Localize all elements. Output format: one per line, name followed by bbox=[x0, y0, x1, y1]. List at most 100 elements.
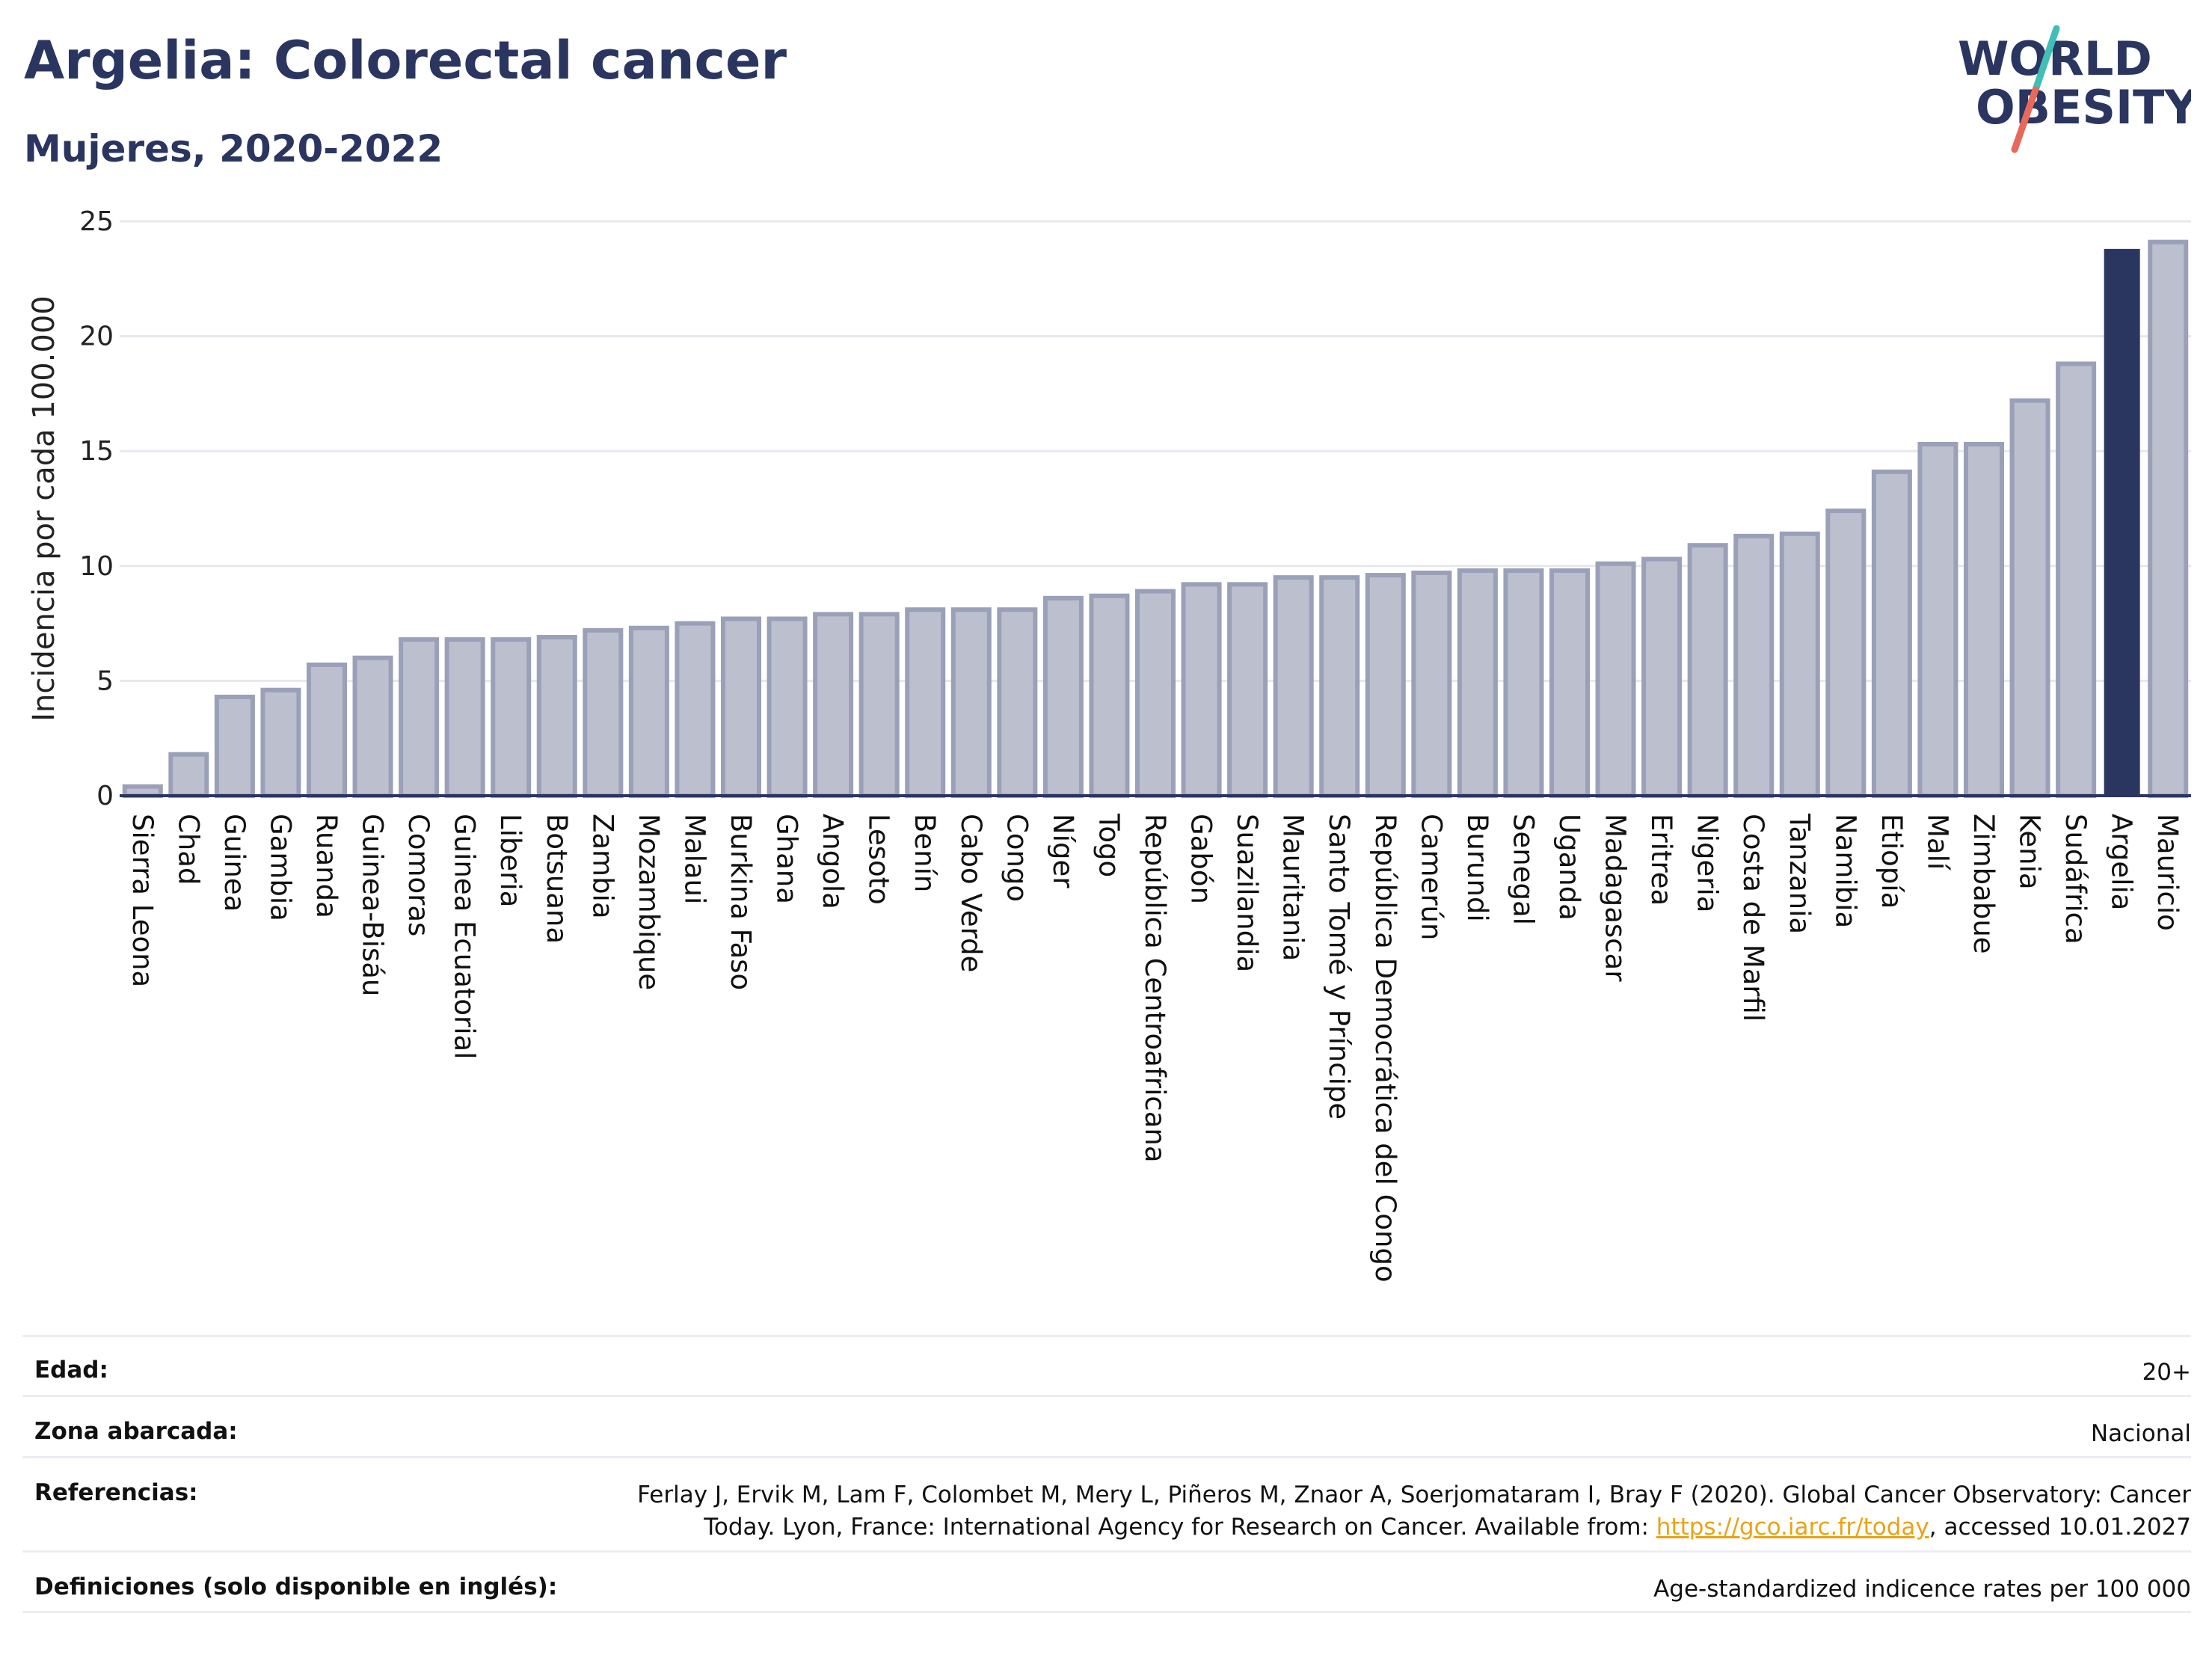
x-tick-label: Mauricio bbox=[2151, 814, 2184, 931]
x-tick-label: Guinea Ecuatorial bbox=[449, 814, 481, 1059]
meta-row-definiciones: Definiciones (solo disponible en inglés)… bbox=[22, 1550, 2191, 1613]
bar-liberia bbox=[491, 637, 532, 798]
x-tick-label: Mauritania bbox=[1277, 814, 1309, 961]
bar-chad bbox=[168, 752, 209, 798]
referencias-value: Ferlay J, Ervik M, Lam F, Colombet M, Me… bbox=[621, 1479, 2191, 1544]
bar-gambia bbox=[260, 687, 301, 798]
metadata-table: Edad: 20+ Zona abarcada: Nacional Refere… bbox=[22, 1335, 2191, 1613]
bar-layer bbox=[122, 239, 2189, 799]
x-tick-label: República Democrática del Congo bbox=[1369, 814, 1401, 1283]
x-tick-label: Ruanda bbox=[310, 814, 342, 918]
edad-label: Edad: bbox=[34, 1357, 108, 1384]
x-tick-label: Madagascar bbox=[1600, 814, 1632, 982]
bar-república-centroafricana bbox=[1134, 589, 1176, 798]
logo-slash-coral bbox=[2011, 86, 2039, 153]
bar-angola bbox=[813, 612, 854, 799]
x-tick-label: Guinea bbox=[218, 814, 251, 912]
x-tick-label: Suazilandia bbox=[1231, 814, 1263, 972]
x-tick-label: Zambia bbox=[586, 814, 618, 919]
x-tick-label: Camerún bbox=[1415, 814, 1447, 940]
bar-república-democrática-del-congo bbox=[1365, 573, 1406, 798]
bar-ruanda bbox=[306, 662, 348, 798]
bar-madagascar bbox=[1595, 561, 1636, 799]
bar-burundi bbox=[1457, 568, 1498, 798]
bar-mozambique bbox=[628, 625, 669, 799]
reference-tail: , accessed 10.01.2027 bbox=[1929, 1513, 2191, 1541]
bar-congo bbox=[997, 607, 1038, 799]
x-tick-label: Togo bbox=[1093, 813, 1125, 877]
y-tick-label: 0 bbox=[96, 781, 114, 811]
x-tick-label: Malí bbox=[1921, 814, 1953, 871]
y-axis-label: Incidencia por cada 100.000 bbox=[27, 295, 61, 722]
x-tick-label: Gabón bbox=[1185, 814, 1217, 904]
zona-value: Nacional bbox=[2090, 1420, 2191, 1447]
zona-label: Zona abarcada: bbox=[34, 1418, 238, 1445]
axis-layer: 0 5 10 15 20 25 Incidencia por cada 100.000 bbox=[27, 206, 2191, 811]
bar-togo bbox=[1089, 593, 1130, 799]
x-tick-label: Costa de Marfil bbox=[1737, 814, 1769, 1022]
referencias-label: Referencias: bbox=[34, 1479, 198, 1506]
y-tick-label: 25 bbox=[79, 206, 114, 237]
bar-comoras bbox=[399, 637, 440, 798]
x-tick-label: Sudáfrica bbox=[2059, 814, 2092, 945]
world-obesity-logo: WORLD OBESITY bbox=[1958, 25, 2191, 153]
bar-chart: 0 5 10 15 20 25 Incidencia por cada 100.000 Si… bbox=[27, 206, 2191, 1283]
x-tick-label: Santo Tomé y Príncipe bbox=[1323, 814, 1355, 1120]
definiciones-value: Age-standardized indicence rates per 100… bbox=[1653, 1576, 2191, 1603]
x-tick-label: Cabo Verde bbox=[955, 814, 987, 972]
y-tick-label: 5 bbox=[96, 666, 114, 696]
x-tick-label: Sierra Leona bbox=[126, 814, 159, 987]
x-tick-label: Namibia bbox=[1829, 814, 1861, 928]
bar-burkina-faso bbox=[720, 616, 762, 798]
x-tick-label: Liberia bbox=[494, 814, 526, 907]
bar-níger bbox=[1042, 595, 1084, 798]
chart-title: Argelia: Colorectal cancer bbox=[24, 30, 787, 91]
y-tick-label: 15 bbox=[79, 436, 114, 467]
x-tick-label: Mozambique bbox=[633, 814, 665, 990]
bar-costa-de-marfil bbox=[1733, 533, 1775, 798]
bar-senegal bbox=[1503, 568, 1544, 798]
bar-lesoto bbox=[858, 612, 900, 799]
x-tick-label: Angola bbox=[817, 814, 849, 909]
bar-uganda bbox=[1549, 568, 1591, 798]
label-layer: Sierra Leona Chad Guinea Gambia Ruanda Guinea… bbox=[126, 813, 2184, 1283]
bar-namibia bbox=[1825, 509, 1867, 799]
meta-row-referencias: Referencias: Ferlay J, Ervik M, Lam F, C… bbox=[22, 1456, 2191, 1550]
bar-santo-tomé-y-príncipe bbox=[1319, 575, 1360, 798]
meta-row-zona: Zona abarcada: Nacional bbox=[22, 1395, 2191, 1456]
x-tick-label: Eritrea bbox=[1645, 814, 1677, 906]
x-tick-label: Tanzania bbox=[1784, 813, 1816, 934]
x-tick-label: Zimbabue bbox=[1967, 814, 2000, 954]
bar-eritrea bbox=[1641, 556, 1683, 798]
bar-malí bbox=[1917, 441, 1958, 798]
bar-ghana bbox=[766, 616, 808, 798]
logo-slash-teal bbox=[2032, 25, 2060, 93]
x-tick-label: Etiopía bbox=[1875, 814, 1908, 909]
bar-zimbabue bbox=[1963, 441, 2005, 798]
x-tick-label: Senegal bbox=[1507, 814, 1539, 925]
x-tick-label: Chad bbox=[172, 814, 204, 885]
x-tick-label: Malaui bbox=[678, 814, 710, 904]
bar-benín bbox=[905, 607, 946, 799]
chart-subtitle: Mujeres, 2020-2022 bbox=[24, 127, 443, 171]
bar-argelia bbox=[2104, 248, 2140, 796]
bar-kenia bbox=[2009, 398, 2050, 798]
x-tick-label: República Centroafricana bbox=[1139, 814, 1171, 1163]
logo-obesity-text: OBESITY bbox=[1976, 80, 2191, 135]
definiciones-label: Definiciones (solo disponible en inglés)… bbox=[34, 1573, 558, 1600]
x-tick-label: Nigeria bbox=[1692, 814, 1724, 912]
x-tick-label: Gambia bbox=[264, 814, 296, 921]
bar-malaui bbox=[675, 621, 716, 798]
x-tick-label: Uganda bbox=[1553, 814, 1585, 921]
bar-etiopía bbox=[1871, 469, 1912, 799]
bar-guinea bbox=[214, 694, 255, 798]
edad-value: 20+ bbox=[2142, 1359, 2191, 1386]
bar-tanzania bbox=[1779, 531, 1820, 798]
reference-link[interactable]: https://gco.iarc.fr/today bbox=[1656, 1513, 1929, 1541]
bar-guinea-bisáu bbox=[352, 655, 393, 798]
y-tick-label: 10 bbox=[79, 551, 114, 582]
bar-nigeria bbox=[1687, 543, 1728, 798]
x-tick-label: Guinea-Bisáu bbox=[357, 814, 389, 996]
x-tick-label: Congo bbox=[1001, 814, 1033, 902]
x-tick-label: Argelia bbox=[2106, 814, 2138, 910]
